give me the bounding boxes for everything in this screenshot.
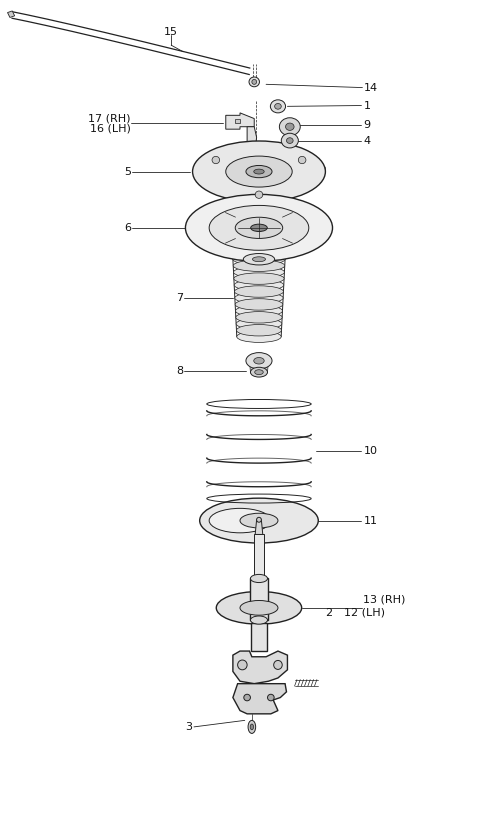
Ellipse shape [251, 367, 267, 377]
Ellipse shape [243, 254, 275, 265]
Ellipse shape [251, 575, 267, 583]
Ellipse shape [251, 224, 267, 232]
Ellipse shape [246, 166, 272, 177]
Text: 3: 3 [186, 722, 192, 732]
Polygon shape [233, 651, 288, 684]
Polygon shape [250, 360, 268, 372]
Ellipse shape [233, 254, 285, 265]
Text: 10: 10 [363, 447, 377, 456]
Text: 2: 2 [325, 608, 333, 617]
Polygon shape [235, 118, 240, 123]
Ellipse shape [255, 369, 263, 374]
Text: 14: 14 [363, 83, 377, 93]
Ellipse shape [235, 218, 283, 238]
Text: 7: 7 [176, 293, 183, 303]
Ellipse shape [287, 138, 293, 144]
Ellipse shape [275, 103, 281, 109]
Text: 17 (RH): 17 (RH) [88, 113, 131, 124]
Ellipse shape [299, 156, 306, 163]
Ellipse shape [274, 660, 282, 669]
Ellipse shape [192, 141, 325, 202]
Ellipse shape [237, 324, 281, 336]
Ellipse shape [246, 352, 272, 369]
Text: 6: 6 [124, 222, 131, 233]
Bar [251, 622, 267, 651]
Text: 13 (RH): 13 (RH) [363, 594, 406, 605]
Ellipse shape [234, 267, 285, 277]
Polygon shape [247, 126, 257, 149]
Ellipse shape [200, 498, 318, 543]
Ellipse shape [185, 195, 333, 261]
Ellipse shape [252, 80, 257, 85]
Text: 16 (LH): 16 (LH) [90, 123, 131, 133]
Text: 1: 1 [363, 100, 371, 111]
Ellipse shape [212, 156, 220, 163]
Ellipse shape [209, 508, 271, 533]
Ellipse shape [236, 305, 282, 317]
Ellipse shape [257, 517, 261, 522]
Text: 5: 5 [124, 167, 131, 177]
Ellipse shape [209, 205, 309, 250]
Ellipse shape [233, 260, 285, 272]
Ellipse shape [216, 591, 301, 624]
Polygon shape [8, 11, 14, 17]
Ellipse shape [236, 312, 282, 323]
Ellipse shape [234, 279, 284, 291]
Ellipse shape [254, 169, 264, 174]
Ellipse shape [244, 695, 251, 701]
Ellipse shape [236, 318, 282, 329]
Ellipse shape [250, 724, 253, 730]
Text: 9: 9 [363, 120, 371, 130]
Ellipse shape [226, 156, 292, 187]
Ellipse shape [235, 299, 283, 310]
Ellipse shape [249, 77, 260, 87]
Ellipse shape [254, 357, 264, 364]
Ellipse shape [255, 191, 263, 199]
Text: 15: 15 [164, 27, 178, 37]
Ellipse shape [279, 117, 300, 135]
Ellipse shape [240, 600, 278, 615]
Text: 8: 8 [176, 365, 183, 375]
Ellipse shape [251, 616, 267, 624]
Ellipse shape [286, 123, 294, 131]
Ellipse shape [235, 286, 284, 297]
Bar [251, 579, 267, 620]
Ellipse shape [234, 273, 284, 284]
Ellipse shape [235, 292, 283, 304]
Ellipse shape [252, 257, 265, 262]
Text: 11: 11 [363, 516, 377, 525]
Ellipse shape [237, 331, 281, 342]
Ellipse shape [240, 513, 278, 528]
Polygon shape [233, 684, 287, 713]
Ellipse shape [238, 660, 247, 670]
Text: 12 (LH): 12 (LH) [344, 608, 385, 617]
Polygon shape [255, 520, 263, 534]
Ellipse shape [248, 720, 256, 733]
Bar [254, 534, 264, 577]
Ellipse shape [270, 100, 286, 112]
Polygon shape [226, 112, 254, 129]
Text: 4: 4 [363, 135, 371, 145]
Ellipse shape [267, 695, 274, 701]
Ellipse shape [281, 133, 299, 148]
